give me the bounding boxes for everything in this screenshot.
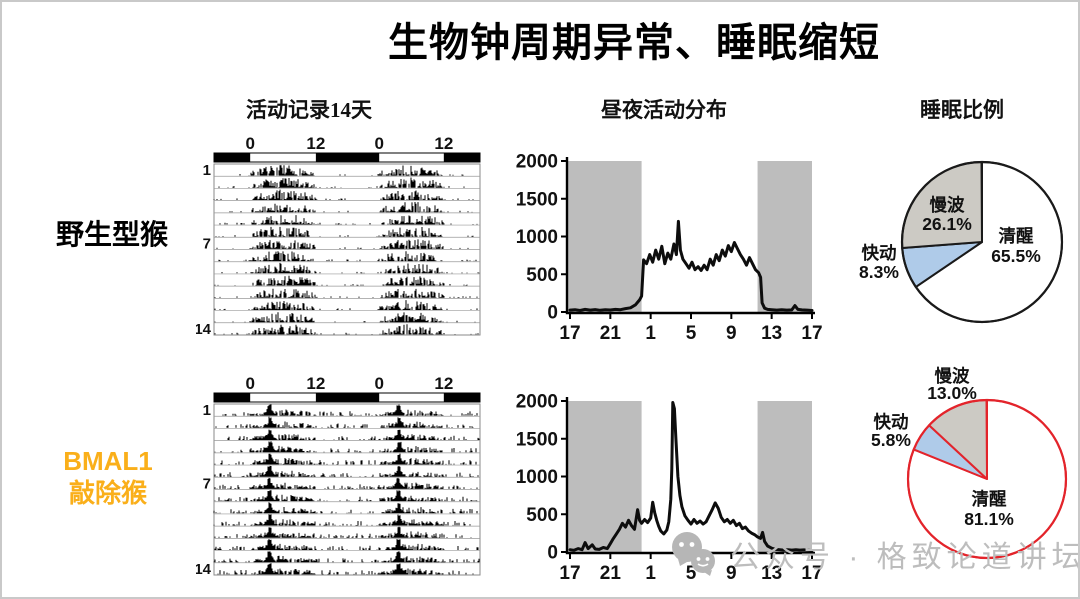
row-label-wildtype: 野生型猴 [55,219,168,250]
actogram-top-axis: 0 12 0 12 [245,134,453,153]
activity-line [568,401,814,553]
svg-text:慢波: 慢波 [930,195,965,215]
svg-text:0: 0 [245,134,254,153]
svg-text:12: 12 [306,374,325,393]
svg-text:1: 1 [203,402,211,419]
svg-text:500: 500 [526,265,558,286]
svg-text:14: 14 [196,321,212,338]
svg-text:0: 0 [547,303,558,324]
svg-text:1500: 1500 [516,429,558,450]
svg-text:快动: 快动 [862,243,897,263]
actogram-wildtype: 0120121714 [196,134,481,338]
svg-text:1: 1 [645,323,656,344]
svg-text:2000: 2000 [516,152,558,173]
pie-slices [901,161,1063,323]
svg-text:26.1%: 26.1% [922,214,972,234]
svg-text:17: 17 [801,323,822,344]
svg-text:1: 1 [645,563,656,584]
svg-text:0: 0 [374,134,383,153]
svg-text:5: 5 [686,563,697,584]
svg-text:9: 9 [726,323,737,344]
row-label-bmal1-line2: 敲除猴 [68,477,147,508]
page-title: 生物钟周期异常、睡眠缩短 [388,21,880,65]
svg-text:21: 21 [600,563,622,584]
svg-text:7: 7 [203,235,211,252]
svg-text:12: 12 [434,134,453,153]
svg-text:8.3%: 8.3% [859,262,899,282]
actogram-day-labels: 1714 [196,402,212,578]
svg-text:65.5%: 65.5% [991,246,1041,266]
svg-text:13: 13 [761,323,782,344]
svg-text:12: 12 [434,374,453,393]
activity-bars [213,165,480,335]
svg-text:14: 14 [196,561,212,578]
svg-text:1: 1 [203,162,211,179]
svg-text:5: 5 [686,323,697,344]
svg-text:17: 17 [559,563,580,584]
actogram-frame [213,163,481,336]
actogram-frame [213,403,481,576]
svg-text:清醒: 清醒 [999,226,1034,246]
svg-text:500: 500 [526,505,558,526]
night-shading [567,401,812,552]
column-header-activity-record: 活动记录14天 [246,98,372,122]
svg-text:1000: 1000 [516,467,558,488]
svg-text:7: 7 [203,475,211,492]
svg-text:9: 9 [726,563,737,584]
svg-text:1000: 1000 [516,227,558,248]
svg-text:17: 17 [559,323,580,344]
svg-text:慢波: 慢波 [935,366,970,386]
actogram-knockout: 0120121714 [196,374,481,578]
svg-text:2000: 2000 [516,392,558,413]
svg-text:13: 13 [761,563,782,584]
svg-text:81.1%: 81.1% [964,509,1014,529]
svg-text:0: 0 [374,374,383,393]
svg-text:13.0%: 13.0% [927,383,977,403]
night-shading [567,161,812,312]
svg-text:1500: 1500 [516,189,558,210]
svg-text:0: 0 [245,374,254,393]
svg-text:0: 0 [547,543,558,564]
actogram-top-axis: 0 12 0 12 [245,374,453,393]
light-dark-bar [213,392,481,403]
svg-text:12: 12 [306,134,325,153]
svg-text:21: 21 [600,323,622,344]
svg-text:17: 17 [801,563,822,584]
light-dark-bar [213,152,481,163]
row-label-bmal1-knockout: BMAL1 敲除猴 [38,446,178,509]
column-header-day-night-distribution: 昼夜活动分布 [601,98,727,122]
svg-text:5.8%: 5.8% [871,430,911,450]
svg-text:快动: 快动 [874,412,909,432]
activity-bars [213,404,480,575]
row-label-bmal1-line1: BMAL1 [63,446,153,476]
activity-line [568,219,814,312]
column-header-sleep-proportion: 睡眠比例 [920,98,1004,122]
actogram-day-labels: 1714 [196,162,212,338]
svg-text:清醒: 清醒 [972,489,1007,509]
